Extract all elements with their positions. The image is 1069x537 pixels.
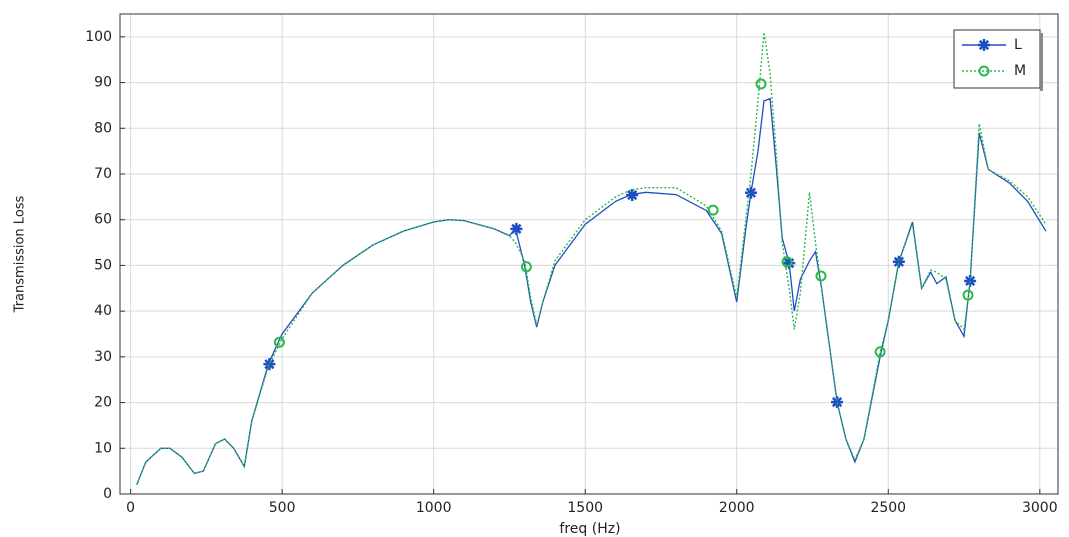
y-tick-label: 30 bbox=[94, 349, 112, 365]
star-marker bbox=[263, 358, 276, 371]
series-line bbox=[136, 97, 1047, 486]
series-line bbox=[136, 32, 1047, 486]
circle-marker bbox=[962, 289, 974, 301]
star-marker bbox=[892, 255, 905, 268]
circle-marker bbox=[815, 270, 827, 282]
circle-marker bbox=[755, 78, 767, 90]
circle-marker bbox=[520, 261, 532, 273]
x-tick-label: 3000 bbox=[1022, 500, 1058, 516]
y-tick-label: 90 bbox=[94, 75, 112, 91]
y-tick-label: 20 bbox=[94, 395, 112, 411]
y-tick-label: 100 bbox=[85, 29, 112, 45]
x-tick-label: 2500 bbox=[870, 500, 906, 516]
legend-label: M bbox=[1014, 63, 1026, 79]
x-tick-label: 0 bbox=[126, 500, 135, 516]
x-tick-label: 1000 bbox=[416, 500, 452, 516]
star-marker bbox=[783, 257, 796, 270]
circle-marker bbox=[707, 204, 719, 216]
circle-marker bbox=[273, 336, 285, 348]
legend-box bbox=[953, 29, 1041, 89]
x-tick-label: 2000 bbox=[719, 500, 755, 516]
y-tick-label: 0 bbox=[103, 486, 112, 502]
y-tick-label: 80 bbox=[94, 120, 112, 136]
circle-marker bbox=[781, 256, 793, 268]
x-axis-title: freq (Hz) bbox=[559, 521, 620, 537]
star-marker bbox=[831, 396, 844, 409]
y-tick-label: 10 bbox=[94, 440, 112, 456]
circle-marker bbox=[978, 65, 990, 77]
y-tick-label: 40 bbox=[94, 303, 112, 319]
y-tick-label: 60 bbox=[94, 212, 112, 228]
star-marker bbox=[626, 189, 639, 202]
star-marker bbox=[978, 39, 990, 51]
legend-shadow bbox=[1040, 33, 1043, 91]
y-tick-label: 70 bbox=[94, 166, 112, 182]
plot-frame bbox=[119, 13, 1059, 495]
x-tick-label: 1500 bbox=[567, 500, 603, 516]
star-marker bbox=[510, 222, 523, 235]
x-tick-label: 500 bbox=[269, 500, 296, 516]
circle-marker bbox=[874, 346, 886, 358]
y-axis-title: Transmission Loss bbox=[13, 195, 28, 313]
star-marker bbox=[744, 186, 757, 199]
y-tick-label: 50 bbox=[94, 257, 112, 273]
legend-label: L bbox=[1014, 37, 1022, 53]
